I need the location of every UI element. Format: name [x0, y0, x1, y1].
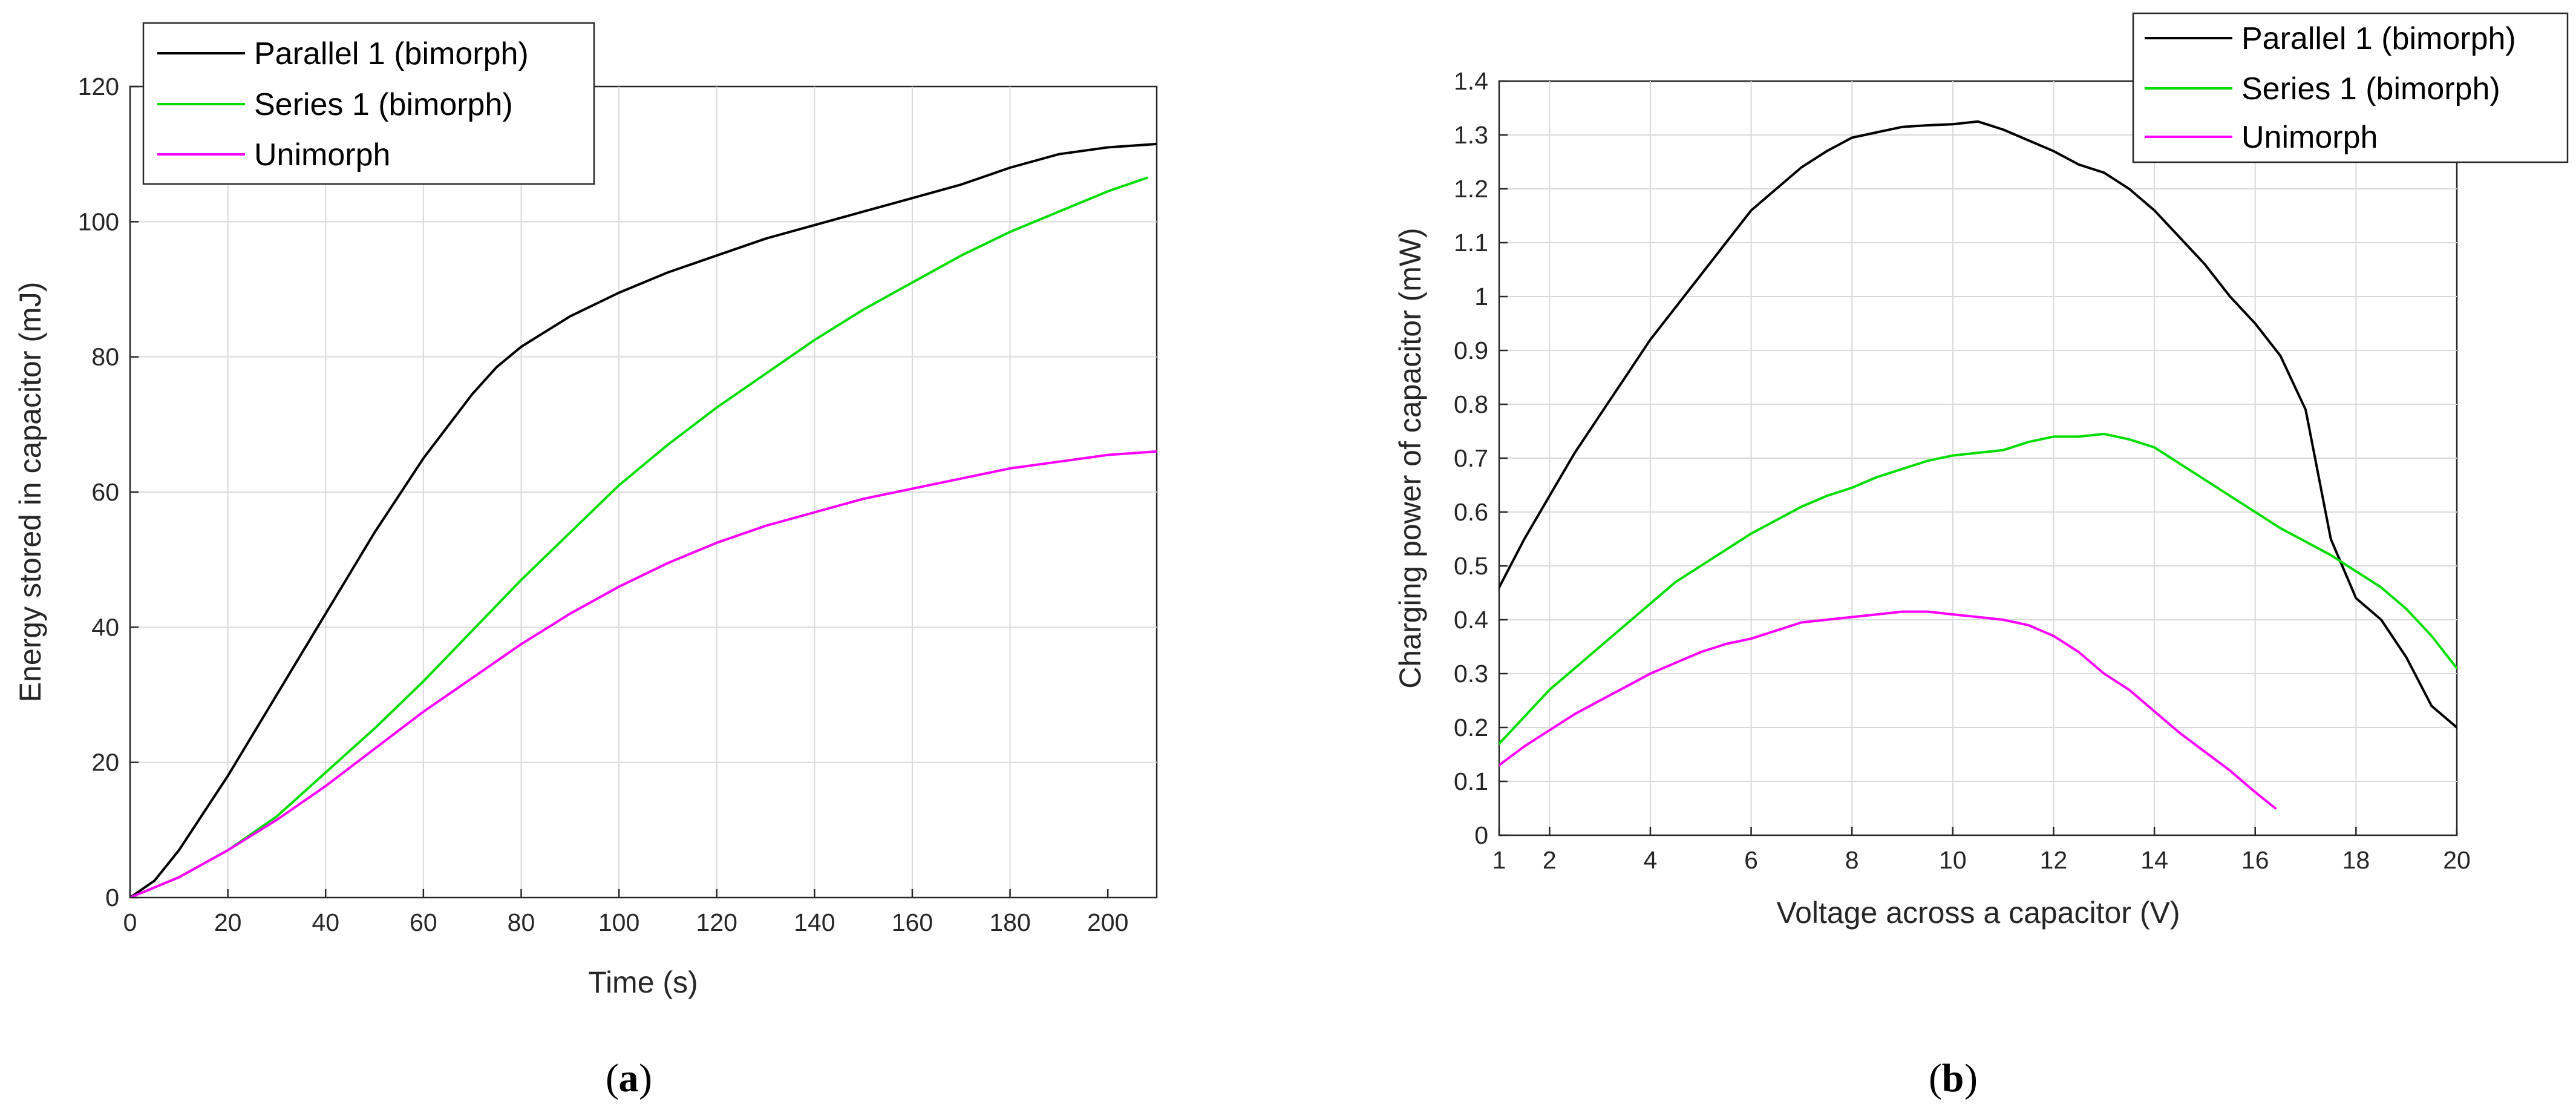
chart-b-x-tick-label-14: 14 — [2140, 846, 2168, 874]
chart-b-y-tick-label-0-1: 0.1 — [1454, 767, 1488, 795]
chart-b-y-tick-label-0-5: 0.5 — [1454, 552, 1488, 580]
caption-a-open: ( — [606, 1056, 619, 1100]
chart-b-y-tick-label-0-8: 0.8 — [1454, 390, 1488, 418]
chart-a-x-tick-label-120: 120 — [696, 908, 737, 936]
chart-a-series — [130, 142, 1157, 898]
chart-b-y-tick-label-1: 1 — [1474, 283, 1488, 310]
chart-a-x-tick-label-40: 40 — [312, 908, 339, 936]
chart-a-legend-label-unimorph: Unimorph — [254, 137, 390, 172]
chart-a-x-tick-label-60: 60 — [410, 908, 437, 936]
chart-b-legend-label-unimorph: Unimorph — [2241, 120, 2378, 155]
chart-a: 0 20 40 60 80 100 120 140 160 180 200 0 20 40 60 80 100 1… — [13, 22, 1158, 999]
chart-b-y-tick-label-0-9: 0.9 — [1454, 337, 1488, 364]
chart-b-legend: Parallel 1 (bimorph) Series 1 (bimorph) … — [2132, 12, 2569, 163]
chart-a-y-tick-label-0: 0 — [105, 884, 119, 911]
chart-b-x-tick-label-12: 12 — [2040, 846, 2068, 874]
chart-a-y-tick-label-100: 100 — [78, 208, 119, 235]
chart-b-legend-label-series: Series 1 (bimorph) — [2241, 71, 2500, 107]
chart-b-x-tick-label-2: 2 — [1543, 846, 1557, 874]
chart-a-x-tick-label-100: 100 — [598, 908, 639, 936]
chart-b-y-tick-label-0-2: 0.2 — [1454, 714, 1488, 741]
chart-b-y-tick-label-0-3: 0.3 — [1454, 660, 1488, 688]
chart-b-y-tick-label-1-2: 1.2 — [1454, 175, 1488, 203]
chart-a-grid — [130, 87, 1157, 898]
chart-a-ticks: 0 20 40 60 80 100 120 140 160 180 200 0 20 40 60 80 100 1… — [78, 73, 1129, 936]
chart-a-y-tick-label-40: 40 — [91, 613, 119, 641]
chart-b-x-tick-label-20: 20 — [2443, 846, 2471, 874]
chart-b-x-axis-label: Voltage across a capacitor (V) — [1777, 896, 2180, 930]
chart-b-legend-label-parallel: Parallel 1 (bimorph) — [2241, 21, 2516, 56]
chart-a-legend-label-series: Series 1 (bimorph) — [254, 87, 513, 122]
chart-b-x-tick-label-18: 18 — [2342, 846, 2370, 874]
chart-a-legend-label-parallel: Parallel 1 (bimorph) — [254, 36, 529, 71]
caption-b-open: ( — [1929, 1056, 1942, 1100]
chart-b-ticks: 1 2 4 6 8 10 12 14 16 18 2000.10.20.30.40.50.60.70… — [1454, 67, 2471, 874]
chart-b-x-tick-label-1: 1 — [1492, 846, 1506, 874]
chart-b-x-tick-label-8: 8 — [1845, 846, 1859, 874]
chart-b-line-unimorph — [1499, 610, 2277, 810]
caption-a-close: ) — [639, 1056, 652, 1100]
chart-a-x-tick-label-80: 80 — [508, 908, 535, 936]
chart-b-y-tick-label-0-4: 0.4 — [1454, 606, 1488, 634]
chart-b-grid — [1499, 81, 2457, 835]
chart-b-x-tick-label-16: 16 — [2241, 846, 2269, 874]
chart-b-x-tick-label-10: 10 — [1939, 846, 1967, 874]
chart-a-line-parallel-1-bimorph — [130, 142, 1157, 898]
chart-b-series — [1499, 120, 2457, 810]
chart-b-line-series-1-bimorph — [1499, 433, 2457, 745]
chart-b-y-tick-label-1-4: 1.4 — [1454, 67, 1488, 95]
chart-a-legend: Parallel 1 (bimorph) Series 1 (bimorph) … — [142, 22, 595, 185]
chart-a-y-tick-label-60: 60 — [91, 478, 119, 506]
chart-a-x-tick-label-0: 0 — [123, 908, 137, 936]
chart-a-x-tick-label-160: 160 — [892, 908, 933, 936]
caption-b: ( b ) — [1929, 1056, 1978, 1100]
chart-a-y-tick-label-20: 20 — [91, 749, 119, 777]
chart-b-x-tick-label-4: 4 — [1644, 846, 1658, 874]
chart-a-y-axis-label: Energy stored in capacitor (mJ) — [13, 282, 47, 703]
chart-a-x-tick-label-140: 140 — [794, 908, 835, 936]
chart-a-y-tick-label-80: 80 — [91, 343, 119, 371]
chart-b-y-tick-label-1-1: 1.1 — [1454, 229, 1488, 257]
chart-a-x-tick-label-200: 200 — [1087, 908, 1128, 936]
chart-b-y-axis-label: Charging power of capacitor (mW) — [1393, 228, 1427, 688]
caption-b-label: b — [1942, 1056, 1964, 1100]
chart-b-line-parallel-1-bimorph — [1499, 120, 2457, 729]
caption-a-label: a — [619, 1056, 639, 1100]
chart-a-x-axis-label: Time (s) — [588, 965, 698, 999]
chart-b-y-tick-label-0-7: 0.7 — [1454, 444, 1488, 472]
chart-a-y-tick-label-120: 120 — [78, 73, 119, 100]
chart-a-x-tick-label-180: 180 — [989, 908, 1030, 936]
chart-a-line-series-1-bimorph — [130, 176, 1148, 898]
caption-b-close: ) — [1964, 1056, 1978, 1100]
chart-b-y-tick-label-0: 0 — [1474, 821, 1488, 849]
chart-b-y-tick-label-1-3: 1.3 — [1454, 121, 1488, 149]
chart-a-x-tick-label-20: 20 — [214, 908, 242, 936]
chart-b-x-tick-label-6: 6 — [1744, 846, 1758, 874]
chart-b: 1 2 4 6 8 10 12 14 16 18 2000.10.20.30.40.50.60.70… — [1393, 12, 2569, 930]
caption-a: ( a ) — [606, 1056, 652, 1100]
chart-a-line-unimorph — [130, 450, 1157, 898]
chart-b-y-tick-label-0-6: 0.6 — [1454, 498, 1488, 526]
